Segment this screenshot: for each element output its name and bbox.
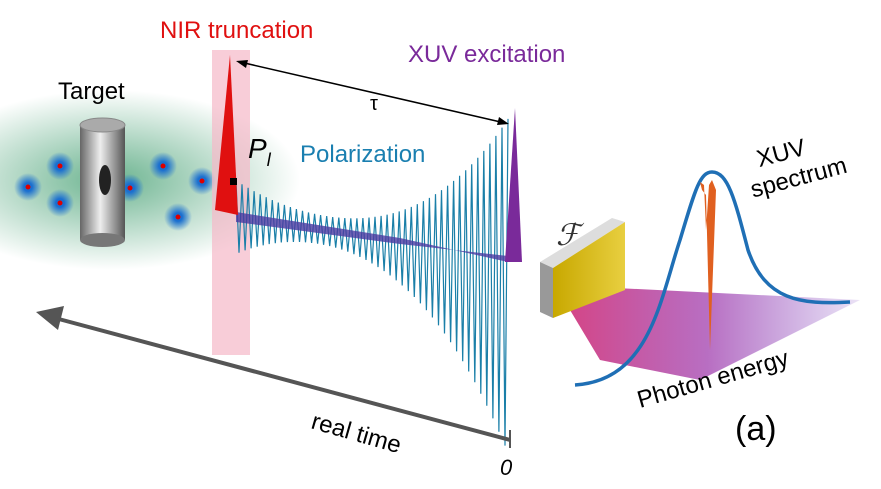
filter-plate [540,218,625,318]
time-axis [36,306,511,448]
nir-label: NIR truncation [160,17,313,44]
pl-marker [230,178,237,185]
polarization-wave [235,118,509,446]
pl-label: Pl [248,133,272,170]
wave-oscillation [235,118,509,446]
xuv-pulse [505,108,522,262]
tau-arrow [236,60,509,125]
pl-sub: l [267,150,272,170]
nir-pulse [215,55,238,215]
xuv-excitation-label: XUV excitation [408,41,565,68]
zero-label: 0 [500,455,513,480]
real-time-label: real time [308,408,404,459]
atom-nuclei [25,163,205,220]
target-label: Target [58,78,125,105]
xuv-spectrum-curve [574,170,851,387]
panel-label: (a) [735,410,777,448]
polarization-label: Polarization [300,141,425,168]
gas-cloud [0,90,300,270]
absorption-line [700,180,716,350]
tau-label: τ [370,93,378,115]
pl-main: P [248,133,267,164]
spectrum-title: XUV spectrum [748,134,850,204]
wave-envelope [236,212,508,262]
target-cylinder [79,117,126,247]
